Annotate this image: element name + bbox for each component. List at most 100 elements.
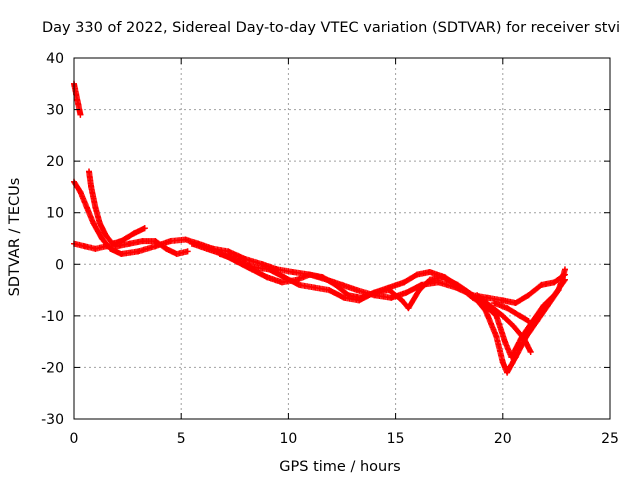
data-point	[516, 312, 523, 319]
data-point	[118, 250, 125, 257]
data-point	[92, 245, 99, 252]
data-point	[491, 299, 498, 306]
data-point	[152, 243, 159, 250]
series-track-c	[86, 168, 148, 247]
data-point	[306, 271, 313, 278]
y-tick-label: -20	[41, 360, 64, 376]
y-tick-label: 30	[46, 103, 64, 119]
plot-frame	[73, 57, 611, 420]
data-point	[510, 323, 517, 330]
data-point	[152, 238, 159, 245]
data-point	[278, 279, 285, 286]
data-point	[332, 281, 339, 288]
data-point	[501, 338, 508, 345]
data-point	[504, 369, 511, 376]
x-tick-label: 5	[177, 431, 186, 447]
data-point	[504, 305, 511, 312]
series-track-a	[71, 80, 84, 118]
data-point	[454, 281, 461, 288]
data-point	[167, 238, 174, 245]
data-point	[371, 289, 378, 296]
data-point	[113, 243, 120, 250]
data-point	[416, 287, 423, 294]
data-point	[512, 299, 519, 306]
data-point	[311, 284, 318, 291]
data-point	[356, 297, 363, 304]
data-point	[126, 240, 133, 247]
data-point	[319, 274, 326, 281]
data-point	[163, 245, 170, 252]
x-tick-label: 0	[70, 431, 79, 447]
series-track-h	[491, 299, 532, 325]
data-point	[75, 101, 82, 108]
data-point	[354, 287, 361, 294]
y-tick-label: 20	[46, 154, 64, 170]
data-point	[263, 274, 270, 281]
data-point	[403, 289, 410, 296]
data-point	[98, 235, 105, 242]
data-point	[405, 305, 412, 312]
data-point	[426, 269, 433, 276]
data-point	[266, 266, 273, 273]
data-point	[83, 204, 90, 211]
y-tick-label: 0	[55, 257, 64, 273]
data-point	[525, 292, 532, 299]
data-point	[289, 269, 296, 276]
data-point	[493, 312, 500, 319]
data-point	[203, 245, 210, 252]
data-point	[482, 307, 489, 314]
data-point	[139, 238, 146, 245]
data-point	[188, 240, 195, 247]
data-point	[182, 236, 189, 243]
data-point	[414, 271, 421, 278]
data-point	[388, 294, 395, 301]
data-point	[216, 250, 223, 257]
data-point	[521, 336, 528, 343]
data-point	[81, 243, 88, 250]
data-point	[248, 263, 255, 270]
data-point	[474, 292, 481, 299]
data-point	[135, 248, 142, 255]
data-point	[96, 220, 103, 227]
y-tick-label: 40	[46, 51, 64, 67]
axis-ticks: 0 5 10 15 20 25 -30 -20 -10 0 10 20 30 40	[41, 51, 619, 447]
data-point	[141, 225, 148, 232]
data-point	[486, 302, 493, 309]
y-tick-label: 10	[46, 206, 64, 222]
y-tick-label: -10	[41, 309, 64, 325]
x-tick-label: 10	[279, 431, 297, 447]
data-point	[527, 348, 534, 355]
data-point	[92, 204, 99, 211]
x-tick-label: 25	[601, 431, 619, 447]
y-axis-label: SDTVAR / TECUs	[7, 178, 23, 297]
series-trail	[71, 80, 84, 118]
data-point	[341, 294, 348, 301]
data-point	[561, 266, 568, 273]
data-point	[401, 279, 408, 286]
data-point	[173, 250, 180, 257]
data-point	[225, 248, 232, 255]
data-point	[131, 230, 138, 237]
data-point	[538, 281, 545, 288]
chart-title: Day 330 of 2022, Sidereal Day-to-day VTE…	[42, 20, 620, 36]
data-point	[544, 302, 551, 309]
data-point	[386, 287, 393, 294]
data-point	[281, 274, 288, 281]
x-tick-label: 15	[387, 431, 405, 447]
data-point	[493, 333, 500, 340]
data-point	[339, 281, 345, 288]
data-point	[484, 294, 491, 301]
data-point	[534, 318, 541, 325]
data-point	[90, 220, 97, 227]
data-point	[439, 274, 446, 281]
data-point	[512, 354, 519, 361]
data-point	[296, 281, 303, 288]
data-point	[326, 287, 333, 294]
x-axis-label: GPS time / hours	[279, 459, 400, 475]
series-track-g	[474, 292, 534, 355]
data-point	[555, 287, 562, 294]
data-point	[86, 168, 93, 175]
series-track-f	[216, 250, 568, 376]
data-point	[103, 232, 110, 239]
data-point	[399, 297, 406, 304]
